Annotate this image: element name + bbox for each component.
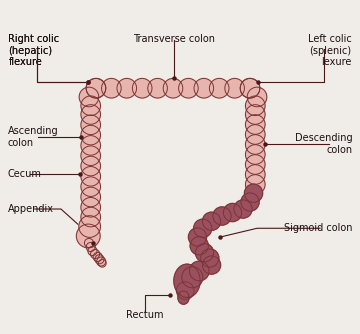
- Ellipse shape: [174, 264, 200, 297]
- Circle shape: [247, 87, 267, 107]
- Circle shape: [81, 136, 100, 155]
- Text: Ascending
colon: Ascending colon: [8, 127, 58, 148]
- Circle shape: [79, 216, 100, 237]
- Circle shape: [224, 203, 242, 222]
- Circle shape: [246, 105, 265, 124]
- Circle shape: [81, 125, 100, 145]
- Circle shape: [98, 260, 106, 267]
- Circle shape: [163, 78, 183, 98]
- Circle shape: [176, 282, 194, 299]
- Circle shape: [86, 78, 106, 98]
- Circle shape: [194, 219, 212, 237]
- Circle shape: [246, 135, 265, 154]
- Circle shape: [81, 96, 100, 116]
- Circle shape: [88, 246, 97, 256]
- Circle shape: [189, 261, 209, 281]
- Circle shape: [76, 224, 100, 248]
- Ellipse shape: [178, 291, 189, 304]
- Circle shape: [213, 207, 231, 225]
- Circle shape: [81, 177, 100, 196]
- Circle shape: [132, 78, 152, 98]
- Circle shape: [97, 257, 106, 266]
- Circle shape: [246, 115, 265, 134]
- Text: Cecum: Cecum: [8, 169, 42, 179]
- Circle shape: [190, 237, 208, 255]
- Text: Descending
colon: Descending colon: [294, 134, 352, 155]
- Text: Left colic
(splenic)
lexure: Left colic (splenic) lexure: [308, 34, 352, 67]
- Circle shape: [86, 242, 95, 252]
- Circle shape: [81, 115, 100, 135]
- Circle shape: [81, 207, 100, 227]
- Circle shape: [102, 78, 121, 98]
- Circle shape: [93, 253, 102, 262]
- Circle shape: [241, 193, 259, 211]
- Circle shape: [234, 200, 252, 218]
- Circle shape: [148, 78, 167, 98]
- Circle shape: [246, 155, 265, 174]
- Text: Sigmoid colon: Sigmoid colon: [284, 223, 352, 233]
- Circle shape: [95, 255, 104, 264]
- Text: Rectum: Rectum: [126, 310, 164, 320]
- Text: Appendix: Appendix: [8, 204, 54, 214]
- Circle shape: [84, 238, 94, 247]
- Circle shape: [240, 78, 260, 98]
- Text: Right colic
(hepatic)
flexure: Right colic (hepatic) flexure: [8, 34, 59, 67]
- Circle shape: [246, 96, 265, 116]
- Circle shape: [79, 87, 99, 107]
- Circle shape: [81, 197, 100, 217]
- Circle shape: [188, 228, 207, 246]
- Circle shape: [194, 78, 213, 98]
- Circle shape: [210, 78, 229, 98]
- Text: Right colic
(hepatic)
flexure: Right colic (hepatic) flexure: [8, 34, 59, 67]
- Circle shape: [202, 212, 221, 230]
- Circle shape: [244, 184, 263, 202]
- Circle shape: [246, 145, 265, 164]
- Circle shape: [195, 244, 213, 262]
- Circle shape: [117, 78, 136, 98]
- Circle shape: [246, 165, 265, 184]
- Circle shape: [246, 125, 265, 144]
- Circle shape: [81, 156, 100, 176]
- Circle shape: [240, 78, 260, 98]
- Circle shape: [179, 78, 198, 98]
- Circle shape: [201, 249, 219, 267]
- Circle shape: [81, 187, 100, 207]
- Circle shape: [182, 267, 203, 288]
- Circle shape: [81, 105, 100, 124]
- Circle shape: [91, 249, 100, 259]
- Circle shape: [81, 167, 100, 186]
- Circle shape: [225, 78, 244, 98]
- Circle shape: [202, 256, 221, 274]
- Text: Transverse colon: Transverse colon: [133, 34, 215, 44]
- Circle shape: [86, 78, 106, 98]
- Circle shape: [246, 175, 265, 194]
- Circle shape: [81, 146, 100, 166]
